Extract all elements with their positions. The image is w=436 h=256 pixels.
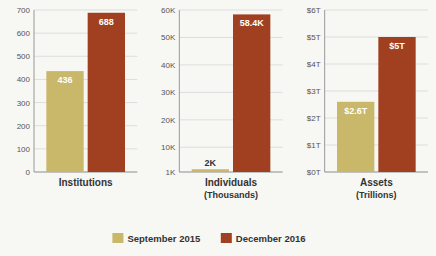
tick-label: 50K xyxy=(161,33,176,42)
category-label: Assets xyxy=(360,177,393,188)
tick-label: $1T xyxy=(307,141,321,150)
tick-label: 400 xyxy=(17,75,31,84)
tick-label: 10K xyxy=(161,143,176,152)
legend-label: September 2015 xyxy=(127,233,201,244)
data-label: 58.4K xyxy=(240,18,265,28)
data-label: 688 xyxy=(99,17,114,27)
data-label: 2K xyxy=(205,158,217,168)
bar xyxy=(337,102,374,172)
y-axis-line xyxy=(179,10,180,172)
subtitle: (Thousands) xyxy=(204,190,258,200)
panel: 0 100 200 300 400 500 600 700 Institutions 436 688 xyxy=(17,6,138,188)
tick-label: 40K xyxy=(161,61,176,70)
y-axis-line xyxy=(324,10,325,172)
bar xyxy=(46,71,83,172)
tick-label: 300 xyxy=(17,99,31,108)
bar xyxy=(88,13,125,172)
bar xyxy=(233,14,270,172)
bar xyxy=(192,169,229,172)
tick-label: $6T xyxy=(307,6,321,15)
tick-label: 30K xyxy=(161,88,176,97)
data-label: $2.6T xyxy=(344,106,368,116)
tick-label: 1K xyxy=(166,168,176,177)
bars xyxy=(337,37,416,172)
tick-label: 0 xyxy=(26,168,31,177)
category-label: Individuals xyxy=(205,177,258,188)
legend-label: December 2016 xyxy=(236,233,306,244)
tick-label: 700 xyxy=(17,6,31,15)
legend-swatch xyxy=(221,233,232,243)
tick-label: $5T xyxy=(307,33,321,42)
tick-label: $0T xyxy=(307,168,321,177)
data-label: 436 xyxy=(57,75,72,85)
subtitle: (Trillions) xyxy=(356,190,397,200)
panel: $0T $1T $2T $3T $4T $5T $6T Assets (Trillions) $2… xyxy=(307,6,428,200)
y-axis-line xyxy=(34,10,35,172)
grid-line xyxy=(179,10,282,11)
bars xyxy=(192,14,271,172)
grid-line xyxy=(325,10,428,11)
tick-label: $4T xyxy=(307,60,321,69)
bars xyxy=(46,13,125,172)
tick-label: $2T xyxy=(307,114,321,123)
tick-label: 20K xyxy=(161,116,176,125)
tick-label: $3T xyxy=(307,87,321,96)
data-label: $5T xyxy=(389,41,405,51)
bar xyxy=(378,37,415,172)
tick-label: 500 xyxy=(17,52,31,61)
tick-label: 200 xyxy=(17,122,31,131)
category-label: Institutions xyxy=(59,177,113,188)
tick-label: 100 xyxy=(17,145,31,154)
tick-label: 60K xyxy=(161,6,176,15)
grid-line xyxy=(34,10,137,11)
chart-root: 0 100 200 300 400 500 600 700 Institutions 436 688… xyxy=(0,0,436,256)
tick-label: 600 xyxy=(17,29,31,38)
panel: 1K 10K 20K 30K 40K 50K 60K Individuals (Thousand… xyxy=(161,6,283,200)
legend: September 2015 December 2016 xyxy=(112,233,305,244)
legend-swatch xyxy=(112,233,123,243)
